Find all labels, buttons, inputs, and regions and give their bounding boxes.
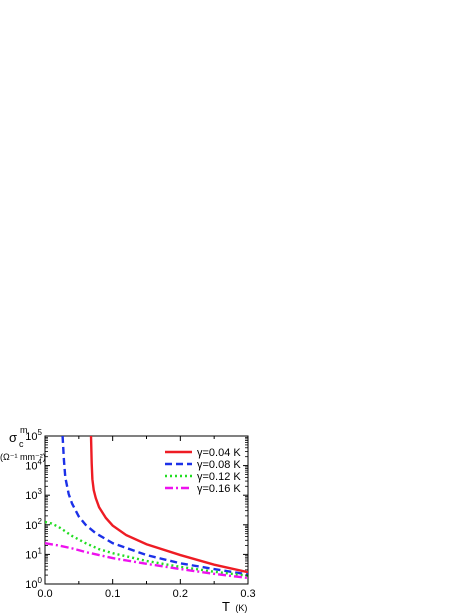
y-axis-label-superscript: m — [20, 425, 28, 435]
series-line-4 — [45, 541, 248, 580]
x-axis-label: T (K) — [222, 599, 247, 614]
y-axis-label-sigma: σ — [9, 430, 17, 445]
y-axis-label-subscript: c — [19, 439, 24, 449]
y-axis-label-symbol: σ — [9, 430, 17, 445]
y-tick-label: 101 — [25, 546, 42, 561]
y-tick-label: 104 — [25, 458, 42, 473]
y-tick-label: 100 — [25, 576, 42, 591]
legend: γ=0.04 Kγ=0.08 Kγ=0.12 Kγ=0.16 K — [165, 447, 241, 495]
series-layer — [45, 436, 248, 580]
legend-label-3: γ=0.12 K — [197, 471, 241, 483]
series-line-2 — [61, 436, 248, 576]
axes-layer: 0.0 0.1 0.2 0.3 100 101 102 103 104 105 — [25, 428, 255, 600]
y-tick-label: 102 — [25, 517, 42, 532]
series-line-3 — [45, 520, 248, 577]
x-tick-label: 0.3 — [240, 588, 255, 600]
legend-label-1: γ=0.04 K — [197, 447, 241, 459]
x-axis-label-text: T — [222, 599, 230, 614]
legend-label-2: γ=0.08 K — [197, 459, 241, 471]
y-axis-label-units: (Ω⁻¹ mm⁻²) — [0, 452, 46, 462]
x-tick-label: 0.2 — [173, 588, 188, 600]
series-line-1 — [89, 436, 248, 574]
x-tick-label: 0.0 — [37, 588, 52, 600]
x-tick-label: 0.1 — [105, 588, 120, 600]
legend-label-4: γ=0.16 K — [197, 483, 241, 495]
x-axis-label-unit: (K) — [235, 603, 247, 613]
y-tick-label: 105 — [25, 428, 42, 443]
y-tick-label: 103 — [25, 487, 42, 502]
